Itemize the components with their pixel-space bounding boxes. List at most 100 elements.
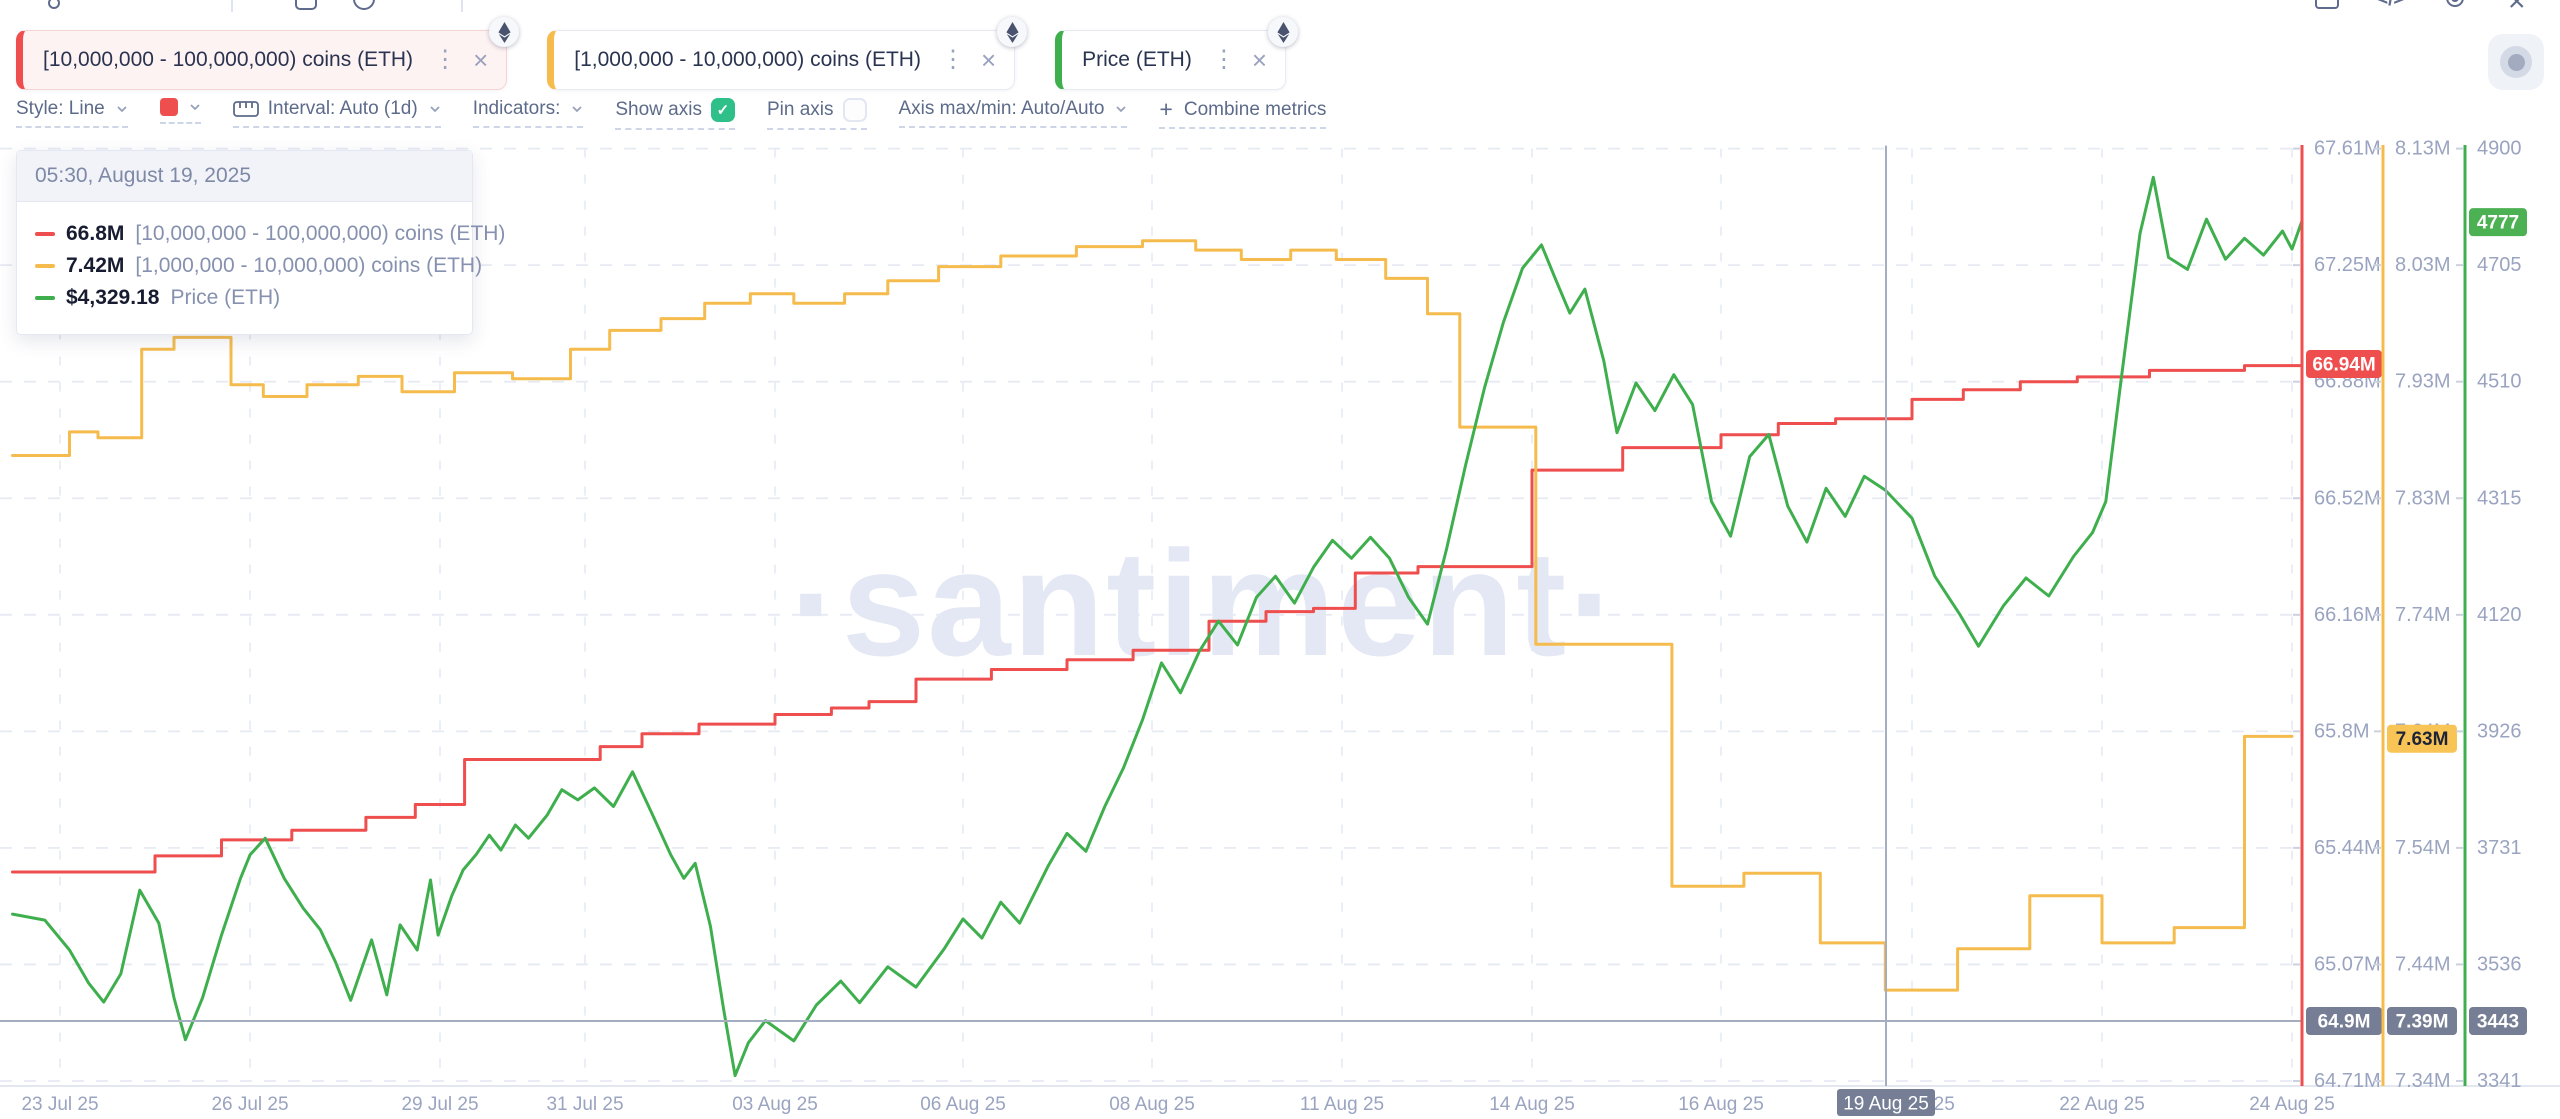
tooltip-row: 7.42M [1,000,000 - 10,000,000) coins (ETH… [35,254,482,278]
santiment-watermark: ·santiment· [790,519,1620,687]
close-icon[interactable]: × [980,45,997,75]
legend-dash-icon [35,264,55,268]
eth-asset-icon [997,17,1028,47]
current-value-badge: 66.94M [2306,350,2382,379]
color-swatch-dropdown[interactable] [159,98,201,124]
svg-text:7.39M: 7.39M [2396,1012,2449,1033]
chevron-down-icon [430,106,440,113]
y-tick-label: 8.13M [2395,138,2451,160]
settings-icon[interactable] [2443,0,2467,15]
y-tick-label: 4705 [2477,254,2522,276]
y-tick-label: 4120 [2477,604,2522,626]
plus-icon: + [1159,96,1173,122]
x-tick-label: 23 Jul 25 [21,1094,98,1115]
y-tick-label: 66.16M [2314,604,2381,626]
interval-dropdown[interactable]: Interval: Auto (1d) [232,98,441,128]
legend-dash-icon [35,296,55,300]
y-tick-label: 66.52M [2314,487,2381,509]
metric-tab-label: [1,000,000 - 10,000,000) coins (ETH) [574,48,921,71]
close-icon[interactable]: × [2508,0,2526,15]
metric-tab-2[interactable]: Price (ETH) ⋮ × [1055,17,1298,90]
show-axis-toggle[interactable]: Show axis ✓ [615,98,735,130]
chevron-down-icon [190,104,200,111]
svg-text:64.9M: 64.9M [2318,1012,2371,1033]
indicators-dropdown[interactable]: Indicators: [472,98,584,128]
tooltip-value: 7.42M [66,254,125,277]
x-tick-label: 16 Aug 25 [1678,1094,1764,1115]
current-value-badge: 4777 [2469,208,2527,237]
chevron-down-icon [572,106,582,113]
x-tick-label: 03 Aug 25 [732,1094,818,1115]
crosshair-value-badge: 7.39M [2387,1007,2457,1035]
divider [461,0,463,12]
metric-tabs-row: [10,000,000 - 100,000,000) coins (ETH) ⋮ ×… [16,17,1298,90]
panel-icon[interactable] [294,0,318,15]
y-tick-label: 67.25M [2314,254,2381,276]
legend-dash-icon [35,232,55,236]
code-icon[interactable]: </> [2377,0,2404,11]
y-tick-label: 4315 [2477,487,2522,509]
y-tick-label: 3731 [2477,837,2522,859]
svg-text:7.63M: 7.63M [2396,729,2449,750]
svg-text:4777: 4777 [2477,213,2519,234]
style-dropdown[interactable]: Style: Line [16,98,128,128]
color-swatch [159,98,178,116]
tooltip-value: 66.8M [66,222,125,245]
kebab-menu-icon[interactable]: ⋮ [433,46,458,73]
chevron-down-icon [117,106,127,113]
style-label: Style: Line [16,98,105,119]
pin-axis-label: Pin axis [766,99,834,120]
tooltip-metric-label: [1,000,000 - 10,000,000) coins (ETH) [135,254,483,277]
top-toolbar-cropped: </> × [0,0,2560,15]
svg-text:66.94M: 66.94M [2312,355,2375,376]
axis-maxmin-dropdown[interactable]: Axis max/min: Auto/Auto [898,98,1128,128]
close-icon[interactable]: × [1251,45,1267,75]
y-tick-label: 7.54M [2395,837,2451,859]
metric-tab-1[interactable]: [1,000,000 - 10,000,000) coins (ETH) ⋮ × [547,17,1028,90]
tooltip-row: $4,329.18 Price (ETH) [35,286,454,310]
x-tick-label: 29 Jul 25 [401,1094,478,1115]
camera-button[interactable] [2488,34,2544,90]
combine-metrics-label: Combine metrics [1183,98,1327,120]
y-tick-label: 7.44M [2395,953,2451,975]
axis-maxmin-label: Axis max/min: Auto/Auto [898,98,1105,119]
pin-icon[interactable] [46,0,62,14]
x-tick-label: 08 Aug 25 [1109,1094,1195,1115]
interval-label: Interval: Auto (1d) [267,98,418,119]
history-icon[interactable] [352,0,376,15]
x-tick-label: 22 Aug 25 [2059,1094,2145,1115]
y-tick-label: 3926 [2477,720,2522,742]
combine-metrics-button[interactable]: + Combine metrics [1159,96,1327,129]
current-value-badge: 7.63M [2387,724,2457,753]
metric-tab-label: Price (ETH) [1082,48,1192,71]
supply-1m-10m-line [11,239,2294,992]
record-icon [2500,46,2532,78]
ruler-icon [232,101,259,117]
crosshair-value-badge: 3443 [2469,1007,2527,1035]
y-tick-label: 64.71M [2314,1070,2381,1092]
metric-tab-label: [10,000,000 - 100,000,000) coins (ETH) [43,48,414,71]
metric-tab-0[interactable]: [10,000,000 - 100,000,000) coins (ETH) ⋮ × [16,17,520,90]
tooltip-metric-label: Price (ETH) [170,286,281,309]
show-axis-label: Show axis [615,99,702,120]
price-eth-line [11,175,2303,1078]
x-tick-label: 14 Aug 25 [1489,1094,1575,1115]
kebab-menu-icon[interactable]: ⋮ [940,46,965,73]
svg-text:3443: 3443 [2477,1012,2519,1033]
y-tick-label: 4510 [2477,371,2522,393]
close-icon[interactable]: × [473,45,489,75]
y-tick-label: 67.61M [2314,138,2381,160]
pin-axis-toggle[interactable]: Pin axis [766,98,867,130]
image-icon[interactable] [2314,0,2340,15]
kebab-menu-icon[interactable]: ⋮ [1211,46,1236,73]
x-tick-label: 06 Aug 25 [920,1094,1006,1115]
x-tick-label: 26 Jul 25 [211,1094,288,1115]
y-tick-label: 8.03M [2395,254,2451,276]
supply-10m-100m-line [11,364,2303,874]
pin-axis-checkbox[interactable] [842,98,867,122]
crosshair-date-badge: 19 Aug 25 [1837,1089,1935,1116]
y-tick-label: 7.74M [2395,604,2451,626]
show-axis-checkbox[interactable]: ✓ [710,98,735,122]
